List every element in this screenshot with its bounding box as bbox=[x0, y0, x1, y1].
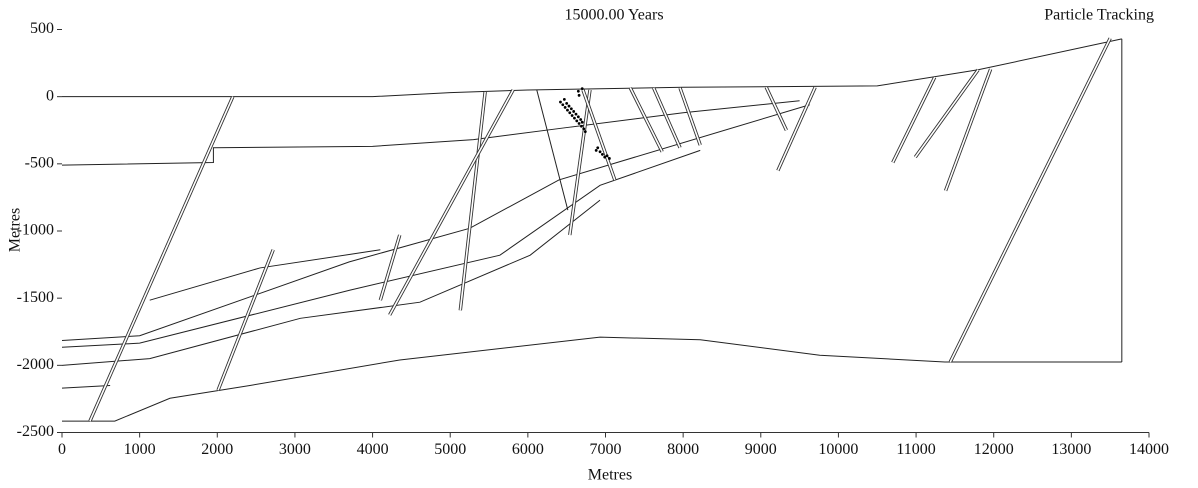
x-tick-label: 7000 bbox=[590, 441, 622, 458]
particle bbox=[562, 97, 566, 101]
particle bbox=[577, 93, 581, 97]
fault-core bbox=[459, 91, 486, 311]
fault-core bbox=[914, 69, 979, 158]
particle bbox=[573, 116, 576, 120]
layer-boundary bbox=[61, 149, 701, 348]
particle bbox=[566, 108, 569, 112]
particle bbox=[594, 149, 598, 152]
particle bbox=[576, 89, 580, 93]
fault-core bbox=[89, 96, 234, 422]
particle bbox=[576, 115, 580, 119]
x-tick-label: 0 bbox=[58, 441, 66, 458]
x-tick-label: 1000 bbox=[124, 441, 156, 458]
particle bbox=[598, 150, 602, 154]
fault-core bbox=[777, 86, 816, 171]
x-tick-label: 3000 bbox=[279, 441, 311, 458]
y-tick-label: 0 bbox=[46, 87, 54, 104]
chart-title: 15000.00 Years bbox=[564, 7, 663, 24]
layer-boundary bbox=[61, 384, 111, 389]
annotation: Particle Tracking bbox=[1044, 7, 1154, 24]
x-tick-label: 13000 bbox=[1051, 441, 1091, 458]
particle bbox=[603, 155, 607, 159]
x-tick-label: 11000 bbox=[896, 441, 935, 458]
fault-core bbox=[679, 87, 701, 146]
particle bbox=[596, 146, 600, 150]
x-tick-label: 2000 bbox=[201, 441, 233, 458]
fault-core bbox=[944, 68, 992, 191]
layer-boundary bbox=[61, 100, 800, 166]
particle bbox=[605, 154, 609, 158]
layer-boundary bbox=[62, 336, 1122, 422]
y-tick-label: -2500 bbox=[17, 423, 54, 440]
fault-core bbox=[379, 234, 401, 301]
particle bbox=[567, 104, 571, 108]
y-tick-label: -1500 bbox=[17, 289, 54, 306]
layer-boundary bbox=[149, 249, 381, 301]
particle bbox=[565, 101, 569, 105]
particle bbox=[559, 100, 562, 104]
particle bbox=[600, 153, 604, 156]
x-tick-label: 4000 bbox=[357, 441, 389, 458]
particle bbox=[607, 157, 611, 160]
fault-core bbox=[629, 87, 663, 153]
particle bbox=[580, 124, 583, 128]
fault-core bbox=[892, 76, 936, 163]
particle bbox=[574, 112, 578, 116]
particle bbox=[582, 127, 586, 131]
x-tick-label: 5000 bbox=[434, 441, 466, 458]
x-tick-label: 12000 bbox=[974, 441, 1014, 458]
y-tick-label: -2000 bbox=[17, 356, 54, 373]
x-tick-label: 8000 bbox=[667, 441, 699, 458]
particle bbox=[568, 111, 572, 115]
x-tick-label: 10000 bbox=[818, 441, 858, 458]
x-tick-label: 14000 bbox=[1129, 441, 1169, 458]
y-tick-label: -500 bbox=[25, 155, 54, 172]
x-tick-label: 6000 bbox=[512, 441, 544, 458]
particle bbox=[580, 120, 584, 124]
fault-core bbox=[949, 37, 1111, 363]
fault-core bbox=[582, 89, 616, 181]
fault-core bbox=[217, 249, 274, 391]
particle bbox=[561, 103, 565, 107]
particle bbox=[580, 87, 584, 91]
particle bbox=[577, 122, 581, 125]
fault-core bbox=[765, 86, 788, 131]
y-axis-label: Metres bbox=[7, 208, 24, 252]
particle bbox=[579, 118, 583, 121]
fault-core bbox=[388, 89, 514, 316]
y-tick-label: 500 bbox=[30, 20, 54, 37]
particle bbox=[575, 119, 579, 123]
layer-boundary bbox=[61, 199, 601, 366]
layer-boundary bbox=[536, 89, 569, 211]
particle bbox=[572, 110, 576, 113]
fault-core bbox=[652, 87, 681, 149]
particle bbox=[563, 106, 567, 109]
layer-boundary bbox=[62, 38, 1122, 98]
x-axis-label: Metres bbox=[588, 467, 632, 484]
particle bbox=[583, 130, 587, 133]
particle bbox=[570, 114, 574, 117]
particle bbox=[569, 107, 573, 111]
y-tick-label: -1000 bbox=[17, 222, 54, 239]
fault-core bbox=[568, 89, 591, 236]
x-tick-label: 9000 bbox=[745, 441, 777, 458]
